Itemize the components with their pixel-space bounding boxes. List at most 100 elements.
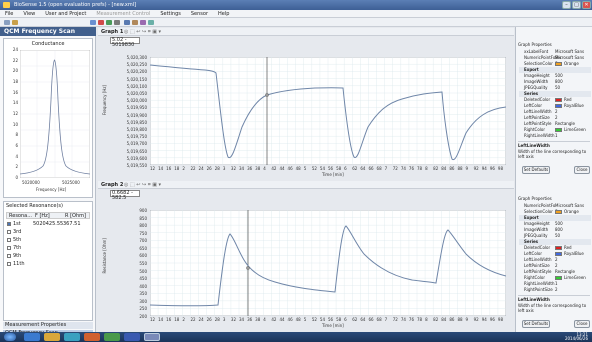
resonance-checkbox[interactable] (7, 237, 11, 242)
property-name: xxLabelFont (524, 49, 549, 54)
graph1-x-tick: 36 (247, 166, 253, 171)
biosense-taskbar-icon[interactable] (144, 333, 160, 341)
graph1-plot[interactable] (150, 57, 506, 165)
property-row[interactable]: ImageWidth 800 (519, 79, 591, 85)
open-icon[interactable] (12, 20, 18, 25)
resonance-row[interactable]: 9th (7, 253, 91, 260)
start-button[interactable] (4, 333, 16, 341)
property-row[interactable]: Series (519, 91, 591, 97)
resonance-row[interactable]: 1st 5020425.55 367.51 (7, 221, 91, 228)
property-row[interactable]: Export (519, 67, 591, 73)
graph1-tool-icons[interactable]: ◎ ⬚ ↩ ↪ ⌗ ▣ ▾ (124, 29, 162, 35)
property-row[interactable]: xxLabelFont Microsoft Sans Ser (519, 49, 591, 60)
property-row[interactable]: RightLineWidth 1 (519, 281, 591, 287)
graph2-plot[interactable] (150, 210, 506, 316)
property-row[interactable]: LeftLineWidth 2 (519, 257, 591, 263)
property-row[interactable]: JPEGQuality 50 (519, 233, 591, 239)
resonance-checkbox[interactable] (7, 261, 11, 266)
property-row[interactable]: DeletedColor Red (519, 245, 591, 251)
resonance-panel: Selected Resonance(s) Resona... F [Hz] R… (3, 201, 93, 321)
graph2-x-tick: 24 (198, 317, 204, 322)
stop-icon[interactable] (114, 20, 120, 25)
resonance-checkbox[interactable] (7, 229, 11, 234)
col-resonance[interactable]: Resona... (9, 213, 32, 219)
menu-settings[interactable]: Settings (160, 11, 181, 17)
resonance-row[interactable]: 3rd (7, 229, 91, 236)
resonance-row[interactable]: 7th (7, 245, 91, 252)
measurement-properties[interactable]: Measurement Properties (3, 322, 93, 329)
settings-icon[interactable] (148, 20, 154, 25)
property-row[interactable]: RightColor LimeGreen (519, 275, 591, 281)
export-icon[interactable] (132, 20, 138, 25)
media-icon[interactable] (64, 333, 80, 341)
save-icon[interactable] (124, 20, 130, 25)
chart-icon[interactable] (140, 20, 146, 25)
property-value: LimeGreen (564, 275, 586, 280)
ie-icon[interactable] (24, 333, 40, 341)
graph2-y-tick: 250 (139, 306, 147, 312)
maximize-button[interactable]: □ (572, 1, 581, 9)
menu-user-project[interactable]: User and Project (45, 11, 87, 17)
app-icon-1[interactable] (84, 333, 100, 341)
property-row[interactable]: LeftLineWidth 2 (519, 109, 591, 115)
property-row[interactable]: Export (519, 215, 591, 221)
new-icon[interactable] (4, 20, 10, 25)
cond-x-tick-0: 5020000 (22, 180, 40, 185)
property-row[interactable]: SelectionColor Orange (519, 209, 591, 215)
property-row[interactable]: LeftPointStyle Rectangle (519, 121, 591, 127)
graph2-y-tick: 750 (139, 230, 147, 236)
menu-help[interactable]: Help (218, 11, 230, 17)
property-row[interactable]: RightColor LimeGreen (519, 127, 591, 133)
property-row[interactable]: ImageHeight 500 (519, 73, 591, 79)
property-row[interactable]: LeftPointSize 2 (519, 263, 591, 269)
close-button[interactable]: ✕ (582, 1, 591, 9)
property-row[interactable]: RightLineWidth 1 (519, 133, 591, 139)
property-row[interactable]: Series (519, 239, 591, 245)
app-icon-2[interactable] (104, 333, 120, 341)
color-swatch (555, 246, 562, 250)
graph1-x-tick: 98 (497, 166, 503, 171)
property-row[interactable]: LeftColor RoyalBlue (519, 103, 591, 109)
resonance-checkbox[interactable] (7, 245, 11, 250)
property-name: LeftPointStyle (524, 121, 552, 126)
property-name: DeletedColor (524, 245, 551, 250)
property-row[interactable]: DeletedColor Red (519, 97, 591, 103)
property-row[interactable]: ImageWidth 800 (519, 227, 591, 233)
graph1-set-defaults-button[interactable]: Set Defaults (522, 166, 550, 174)
property-name: JPEGQuality (524, 233, 548, 238)
property-name: LeftColor (524, 103, 542, 108)
explorer-icon[interactable] (44, 333, 60, 341)
graph2-y-tick: 500 (139, 268, 147, 274)
menu-measurement-control[interactable]: Measurement Control (96, 11, 151, 17)
graph2-y-label: Resistance [Ohm] (102, 238, 107, 274)
resonance-row[interactable]: 5th (7, 237, 91, 244)
resonance-checkbox[interactable] (7, 253, 11, 258)
property-row[interactable]: ImageHeight 500 (519, 221, 591, 227)
graph1-x-tick: 76 (408, 166, 414, 171)
user-icon[interactable] (90, 20, 96, 25)
col-frequency[interactable]: F [Hz] (35, 213, 50, 219)
menu-view[interactable]: View (23, 11, 36, 17)
menu-sensor[interactable]: Sensor (190, 11, 208, 17)
property-row[interactable]: SelectionColor Orange (519, 61, 591, 67)
app-icon-3[interactable] (124, 333, 140, 341)
record-icon[interactable] (98, 20, 104, 25)
property-row[interactable]: LeftColor RoyalBlue (519, 251, 591, 257)
play-icon[interactable] (106, 20, 112, 25)
resonance-row[interactable]: 11th (7, 261, 91, 268)
resonance-checkbox[interactable] (7, 221, 11, 226)
property-row[interactable]: LeftPointStyle Rectangle (519, 269, 591, 275)
property-row[interactable]: LeftPointSize 2 (519, 115, 591, 121)
graph2-set-defaults-button[interactable]: Set Defaults (522, 320, 550, 328)
minimize-button[interactable]: – (562, 1, 571, 9)
col-resistance[interactable]: R [Ohm] (65, 213, 86, 219)
graph2-close-button[interactable]: Close (574, 320, 590, 328)
property-row[interactable]: JPEGQuality 50 (519, 85, 591, 91)
graph2-tool-icons[interactable]: ◎ ⬚ ↩ ↪ ⌗ ▣ ▾ (124, 182, 162, 188)
graph1-close-button[interactable]: Close (574, 166, 590, 174)
cond-y-tick: 22 (12, 57, 18, 63)
clock[interactable]: 13:21 2014/06/26 (565, 333, 588, 341)
menu-file[interactable]: File (5, 11, 14, 17)
property-name: RightLineWidth (524, 281, 555, 286)
property-row[interactable]: RightPointSize 2 (519, 287, 591, 293)
